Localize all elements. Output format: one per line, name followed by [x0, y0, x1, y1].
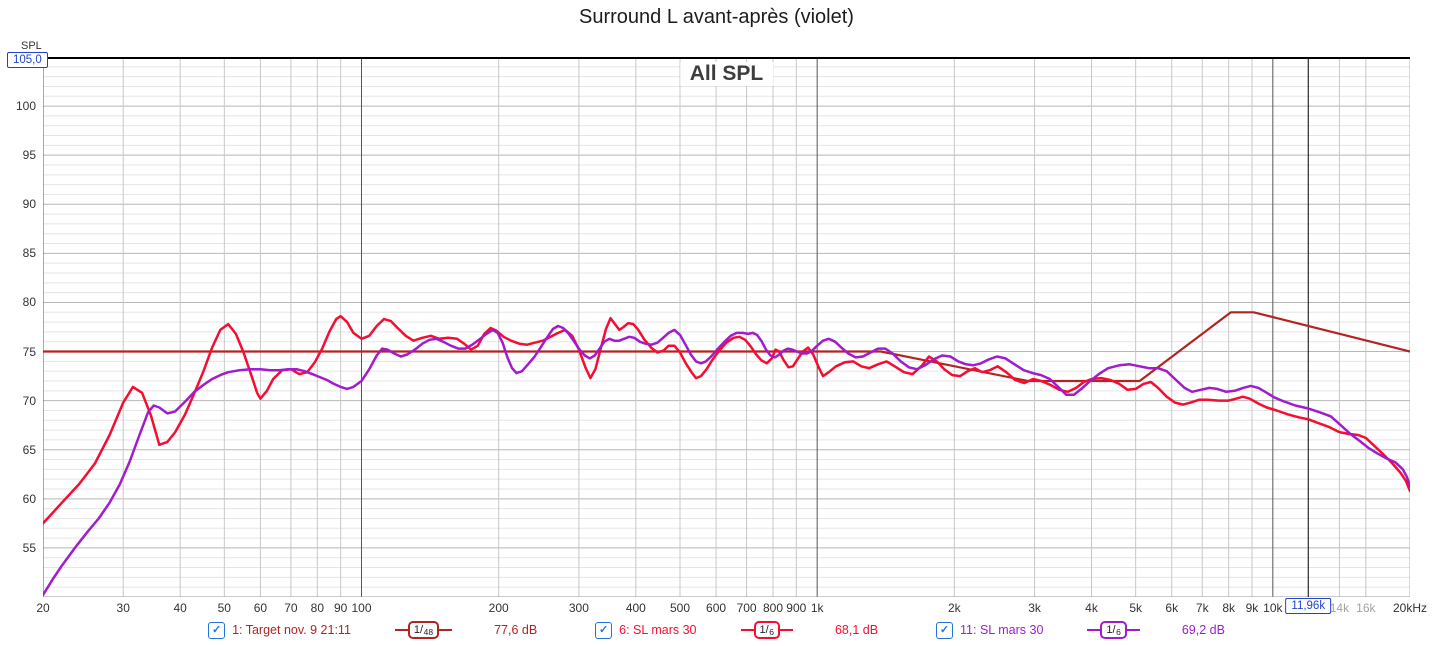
- trace-line-icon: [439, 629, 453, 631]
- smoothing-control[interactable]: 1/6: [1087, 621, 1140, 639]
- y-axis-title: SPL: [21, 40, 42, 52]
- x-cursor-readout: 11,96k: [1285, 598, 1332, 614]
- x-tick-label: 40: [173, 601, 187, 615]
- smoothing-numerator: 1/: [759, 624, 769, 636]
- y-tick-label: 60: [22, 491, 36, 506]
- trace-line-icon: [394, 629, 408, 631]
- smoothing-denominator: 6: [769, 627, 774, 637]
- trace-2: [43, 314, 1410, 525]
- x-tick-label: 7k: [1195, 601, 1209, 615]
- x-tick-label: 500: [669, 601, 690, 615]
- x-tick-label: 4k: [1085, 601, 1098, 615]
- x-tick-label: 2k: [947, 601, 961, 615]
- x-tick-label: 90: [333, 601, 348, 615]
- legend-level: 69,2 dB: [1181, 623, 1225, 637]
- x-tick-label: 80: [310, 601, 325, 615]
- smoothing-numerator: 1/: [1106, 624, 1116, 636]
- legend-checkbox[interactable]: ✓: [595, 621, 613, 639]
- trace-line-icon: [1126, 629, 1140, 631]
- chart-heading: All SPL: [679, 62, 774, 86]
- chart-plot-area[interactable]: [43, 57, 1410, 597]
- legend-level: 77,6 dB: [494, 623, 538, 637]
- trace-3: [43, 324, 1410, 597]
- y-tick-label: 85: [22, 246, 36, 261]
- y-tick-label: 55: [22, 540, 36, 555]
- legend-item-after: ✓ 11: SL mars 30 1/6 69,2 dB: [936, 621, 1225, 639]
- y-tick-label: 95: [22, 148, 36, 163]
- legend-label[interactable]: 11: SL mars 30: [960, 623, 1044, 637]
- smoothing-numerator: 1/: [413, 624, 424, 636]
- smoothing-denominator: 6: [1116, 627, 1121, 637]
- legend-label[interactable]: 1: Target nov. 9 21:11: [232, 623, 351, 637]
- x-tick-label: 100: [351, 601, 372, 615]
- x-tick-label: 16k: [1356, 601, 1376, 615]
- legend-checkbox[interactable]: ✓: [208, 621, 226, 639]
- smoothing-control[interactable]: 1/6: [740, 621, 793, 639]
- y-tick-label: 100: [15, 99, 36, 114]
- x-tick-label: 30: [116, 601, 130, 615]
- trace-line-icon: [740, 629, 754, 631]
- y-cursor-readout: 105,0: [7, 52, 48, 68]
- legend-item-before: ✓ 6: SL mars 30 1/6 68,1 dB: [595, 621, 878, 639]
- x-tick-label: 3k: [1028, 601, 1041, 615]
- trace-line-icon: [1087, 629, 1101, 631]
- y-tick-label: 80: [22, 295, 36, 310]
- chart-canvas: [43, 57, 1410, 597]
- x-tick-label: 300: [568, 601, 589, 615]
- check-icon: ✓: [599, 623, 609, 636]
- x-tick-label: 700: [736, 601, 757, 615]
- x-tick-label: 800: [762, 601, 784, 615]
- x-tick-label: 50: [217, 601, 231, 615]
- x-tick-label: 9k: [1245, 601, 1259, 615]
- y-tick-label: 90: [22, 197, 36, 212]
- legend-checkbox[interactable]: ✓: [936, 621, 954, 639]
- check-icon: ✓: [939, 623, 950, 636]
- smoothing-control[interactable]: 1/48: [394, 621, 453, 639]
- y-tick-label: 75: [22, 344, 36, 359]
- trace-1: [43, 311, 1410, 383]
- check-icon: ✓: [211, 623, 222, 636]
- x-tick-label: 20: [36, 601, 50, 615]
- x-tick-label: 14k: [1329, 601, 1350, 615]
- x-tick-label: 10k: [1263, 601, 1283, 615]
- legend-label[interactable]: 6: SL mars 30: [619, 623, 697, 637]
- x-tick-label: 5k: [1129, 601, 1142, 615]
- x-tick-label: 400: [625, 601, 646, 615]
- legend-item-target: ✓ 1: Target nov. 9 21:11 1/48 77,6 dB: [208, 621, 537, 639]
- x-tick-label: 60: [253, 601, 268, 615]
- x-tick-label: 900: [786, 601, 807, 615]
- trace-line-icon: [779, 629, 793, 631]
- legend: ✓ 1: Target nov. 9 21:11 1/48 77,6 dB ✓ …: [0, 621, 1433, 639]
- page-title: Surround L avant-après (violet): [579, 6, 854, 28]
- x-tick-label: 70: [284, 601, 298, 615]
- x-tick-label: 6k: [1165, 601, 1179, 615]
- x-tick-label: 600: [706, 601, 727, 615]
- x-tick-label: 8k: [1222, 601, 1236, 615]
- smoothing-denominator: 48: [423, 627, 434, 637]
- y-tick-label: 70: [22, 393, 36, 408]
- x-tick-label: 1k: [810, 601, 824, 615]
- legend-level: 68,1 dB: [834, 623, 879, 637]
- y-tick-label: 65: [22, 442, 36, 457]
- x-tick-label: 200: [488, 601, 509, 615]
- x-tick-label: 20kHz: [1392, 601, 1428, 615]
